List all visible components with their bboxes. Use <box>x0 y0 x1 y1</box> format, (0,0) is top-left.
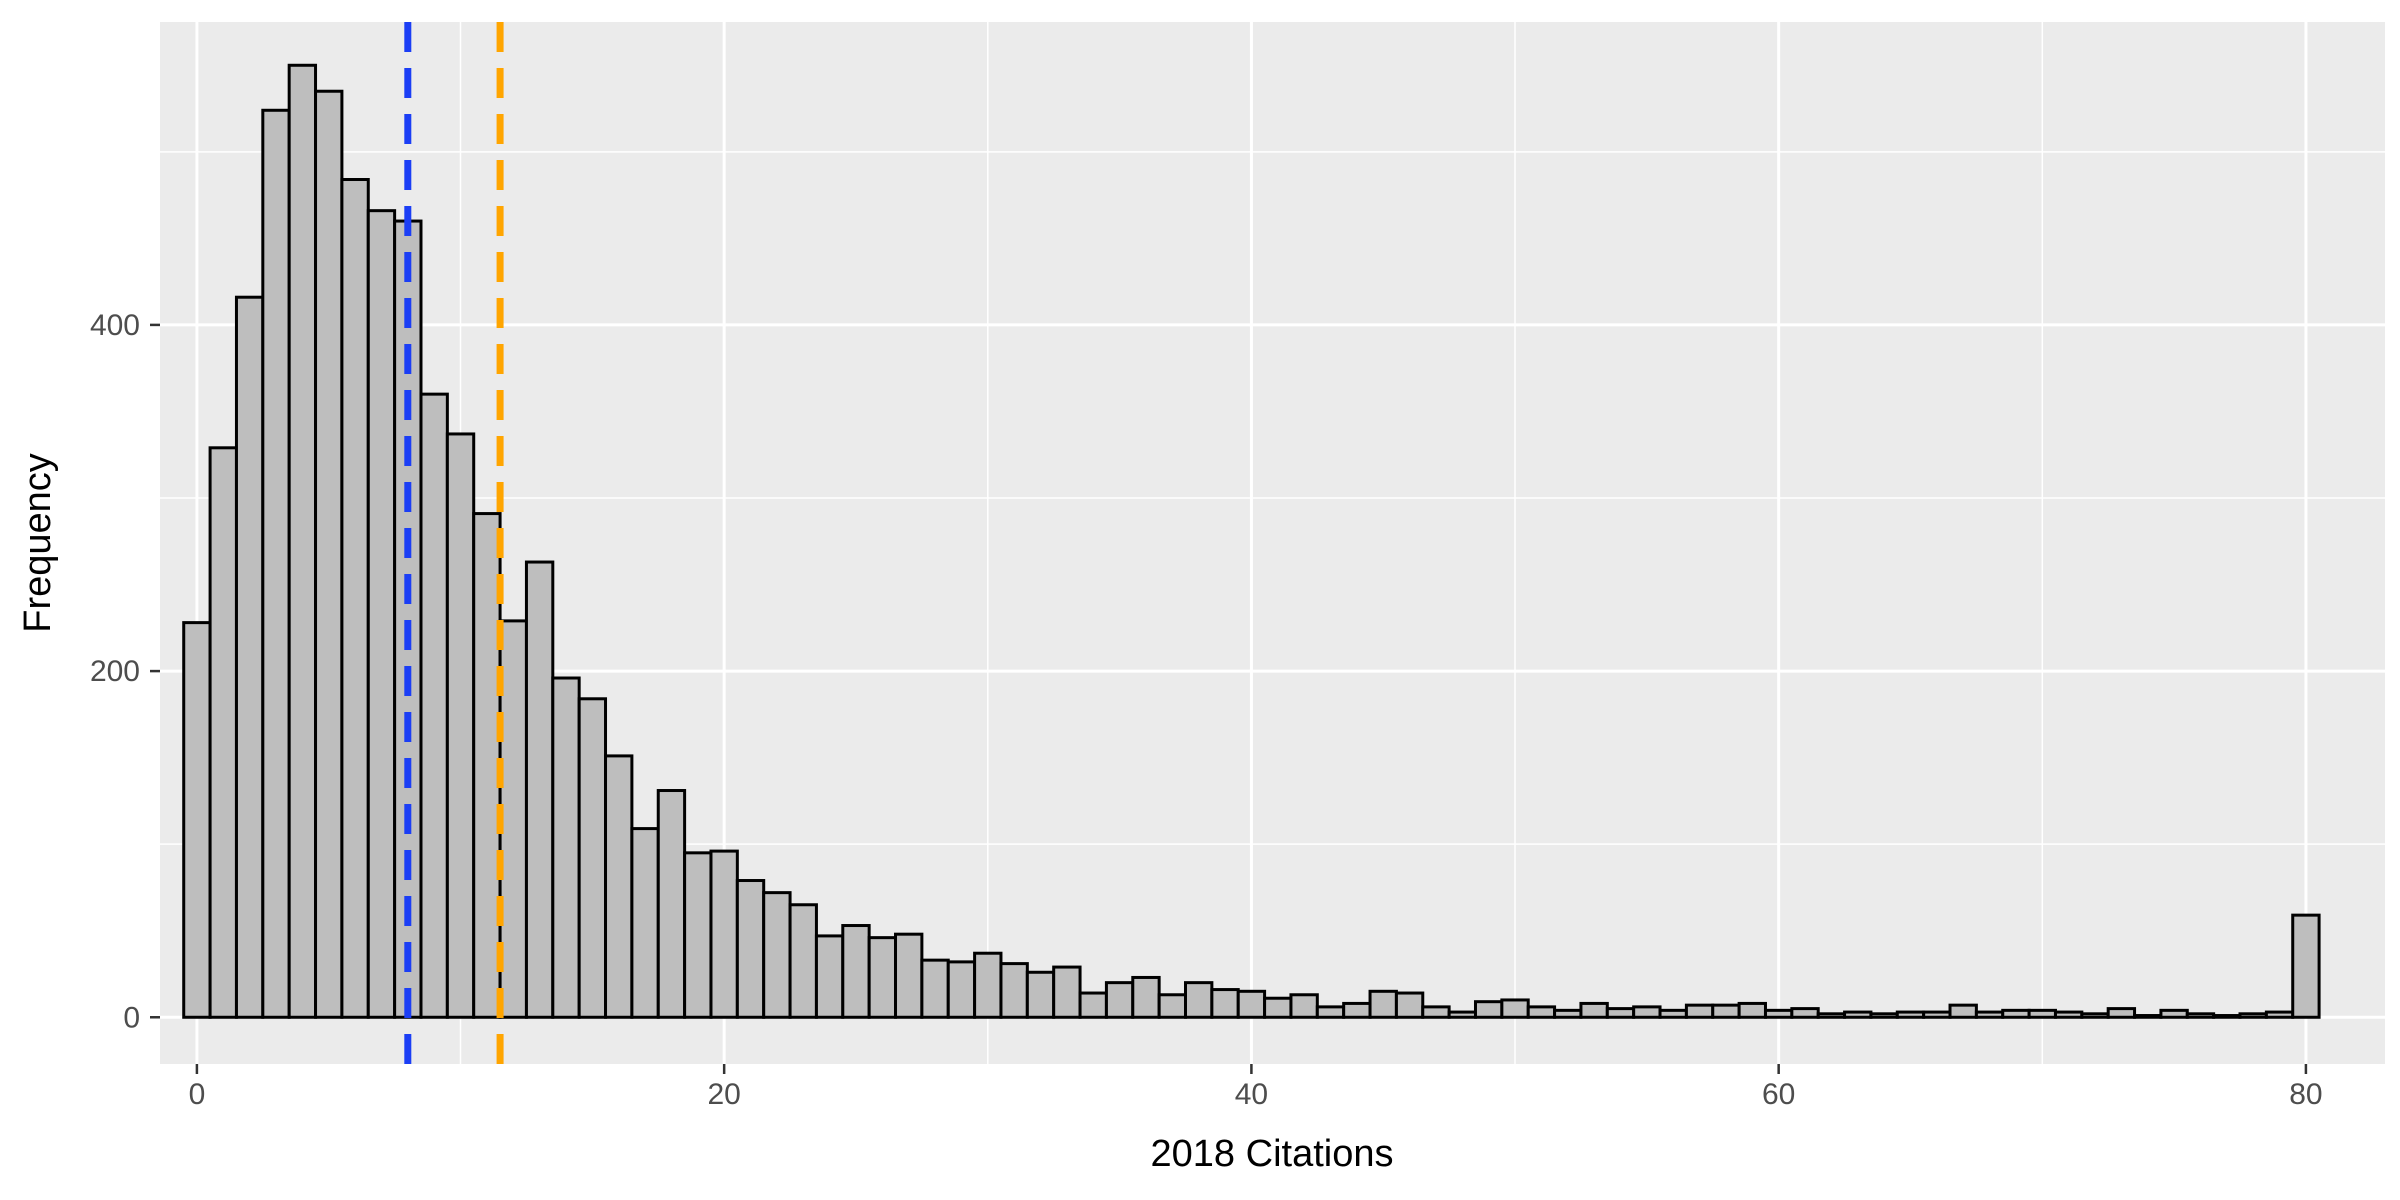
histogram-bar <box>1473 1000 1504 1019</box>
histogram-bar <box>287 63 318 1019</box>
histogram-bar <box>920 958 950 1019</box>
histogram-bar <box>867 936 898 1019</box>
histogram-bar <box>1025 970 1056 1019</box>
histogram-bar <box>1711 1003 1741 1019</box>
histogram-bar <box>1790 1007 1820 1019</box>
histogram-bar <box>1763 1008 1794 1019</box>
histogram-bar <box>2053 1010 2084 1019</box>
histogram-bar <box>604 754 634 1019</box>
histogram-bar <box>234 295 265 1019</box>
histogram-bar <box>1342 1001 1372 1019</box>
histogram-bar <box>2291 913 2321 1019</box>
histogram-bar <box>1236 989 1267 1019</box>
histogram-bar <box>1816 1012 1847 1019</box>
histogram-bar <box>2238 1012 2268 1019</box>
histogram-bar <box>1974 1010 2005 1019</box>
histogram-bar <box>2106 1007 2137 1019</box>
histogram-bar <box>1078 991 1108 1019</box>
histogram-bar <box>1131 975 1161 1019</box>
histogram-bar <box>314 89 344 1019</box>
histogram-bar <box>261 108 291 1019</box>
histogram-bars <box>182 63 2321 1019</box>
histogram-bar <box>709 849 739 1019</box>
histogram-bar <box>1948 1003 1978 1019</box>
histogram-bar <box>762 891 792 1019</box>
histogram-bar <box>1632 1005 1662 1019</box>
histogram-bar <box>841 924 871 1019</box>
histogram-bar <box>2185 1012 2216 1019</box>
histogram-bar <box>1895 1010 1926 1019</box>
histogram-bar <box>735 879 766 1019</box>
x-tick-label: 60 <box>1762 1078 1795 1111</box>
histogram-bar <box>1579 1001 1609 1019</box>
histogram-bar <box>1394 991 1425 1019</box>
histogram-bar <box>630 827 660 1019</box>
y-tick-label: 0 <box>123 1001 140 1034</box>
histogram-bar <box>1289 993 1319 1019</box>
histogram-bar <box>1500 998 1530 1019</box>
histogram-bar <box>1922 1010 1952 1019</box>
y-axis-ticks: 0 200 400 <box>90 309 160 1034</box>
x-tick-label: 40 <box>1235 1078 1268 1111</box>
histogram-bar <box>1263 996 1293 1019</box>
histogram-bar <box>2212 1014 2242 1019</box>
histogram-bar <box>1157 993 1188 1019</box>
reference-lines <box>404 22 504 1064</box>
histogram-bar <box>2159 1008 2189 1019</box>
y-tick-label: 400 <box>90 309 140 342</box>
histogram-bar <box>814 934 845 1019</box>
histogram-bar <box>973 951 1003 1019</box>
x-axis-title: 2018 Citations <box>1151 1133 1394 1175</box>
histogram-bar <box>999 962 1029 1019</box>
y-axis-title: Frequency <box>17 453 59 633</box>
histogram-bar <box>208 446 238 1019</box>
histogram-bar <box>2001 1008 2031 1019</box>
histogram-bar <box>340 178 370 1019</box>
x-tick-label: 20 <box>707 1078 740 1111</box>
histogram-bar <box>1421 1005 1451 1019</box>
histogram-bar <box>1658 1008 1688 1019</box>
y-tick-label: 200 <box>90 655 140 688</box>
histogram-bar <box>656 789 687 1019</box>
histogram-bar <box>788 903 818 1019</box>
histogram-bar <box>1737 1001 1767 1019</box>
histogram-bar <box>2264 1010 2295 1019</box>
x-axis-ticks: 0 20 40 60 80 <box>189 1064 2323 1111</box>
histogram-bar <box>1843 1010 1873 1019</box>
histogram-bar <box>2027 1008 2057 1019</box>
histogram-bar <box>182 621 212 1019</box>
histogram-bar <box>1315 1005 1346 1019</box>
histogram-bar <box>1052 965 1082 1019</box>
grid-lines <box>160 22 2385 1064</box>
histogram-bar <box>1605 1007 1636 1019</box>
histogram-bar <box>366 209 397 1019</box>
histogram-bar <box>1684 1003 1715 1019</box>
histogram-bar <box>498 619 528 1019</box>
histogram-bar <box>524 560 555 1019</box>
histogram-bar <box>2080 1012 2110 1019</box>
histogram-bar <box>1869 1012 1899 1019</box>
histogram-bar <box>577 697 608 1019</box>
histogram-bar <box>946 960 977 1019</box>
histogram-bar <box>472 512 502 1019</box>
histogram-bar <box>683 851 713 1019</box>
histogram-bar <box>2133 1014 2163 1019</box>
histogram-bar <box>1184 981 1214 1019</box>
histogram-bar <box>894 932 924 1019</box>
histogram-bar <box>1104 981 1135 1019</box>
histogram-bar <box>1526 1005 1557 1019</box>
histogram-bar <box>1447 1010 1477 1019</box>
histogram-bar <box>1368 989 1398 1019</box>
x-tick-label: 0 <box>189 1078 206 1111</box>
histogram-bar <box>1553 1008 1583 1019</box>
histogram-bar <box>419 392 449 1019</box>
histogram-bar <box>1210 988 1240 1019</box>
histogram-bar <box>445 432 476 1019</box>
histogram-bar <box>551 676 581 1019</box>
x-tick-label: 80 <box>2289 1078 2322 1111</box>
